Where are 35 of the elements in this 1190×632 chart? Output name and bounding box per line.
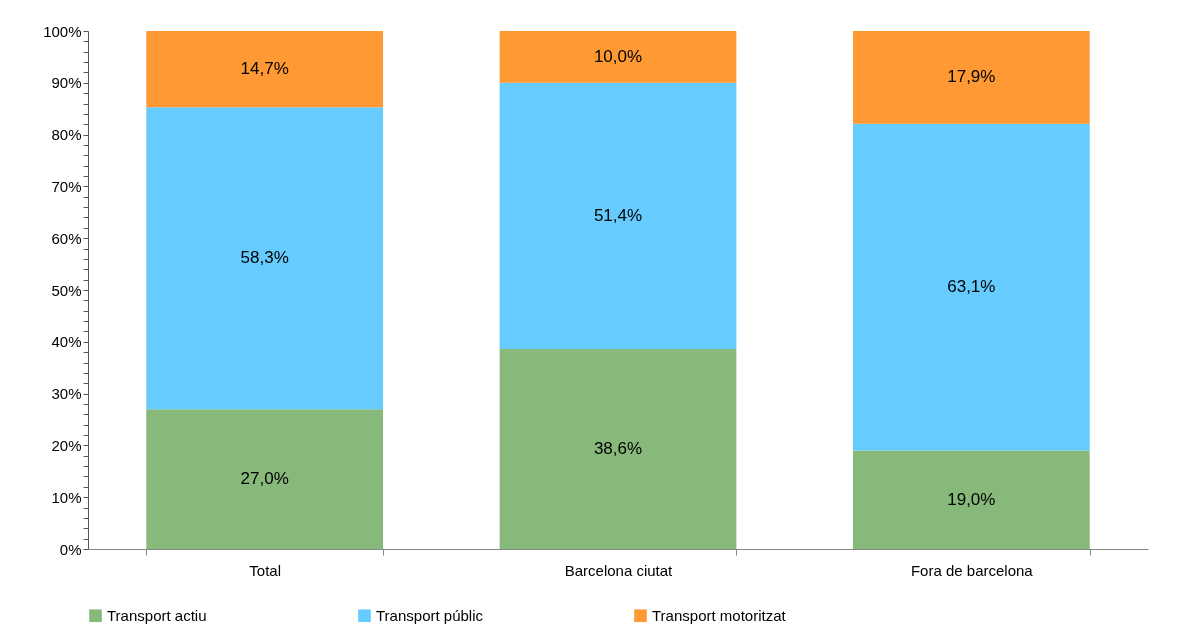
y-tick-label: 90% (51, 74, 82, 92)
y-tick-label: 10% (51, 488, 82, 506)
data-label: 17,9% (947, 67, 996, 87)
legend-label: Transport públic (376, 606, 484, 624)
y-tick-label: 70% (51, 177, 82, 195)
bar (499, 31, 737, 83)
data-label: 58,3% (240, 248, 289, 268)
bar (499, 82, 737, 350)
x-tick-label: Fora de barcelona (910, 561, 1034, 579)
bar (146, 409, 384, 549)
y-tick-label: 30% (51, 385, 82, 403)
bar (852, 31, 1090, 124)
data-label: 27,0% (240, 469, 289, 489)
y-tick-label: 20% (51, 436, 82, 454)
data-label: 38,6% (593, 439, 643, 459)
y-tick-label: 60% (51, 229, 82, 247)
x-tick-label: Barcelona ciutat (564, 561, 674, 579)
y-tick-label: 100% (43, 22, 82, 40)
y-tick-label: 80% (51, 126, 82, 144)
data-label: 14,7% (240, 59, 289, 79)
bar (146, 31, 384, 108)
y-tick-label: 40% (51, 333, 82, 351)
data-label: 10,0% (593, 46, 643, 66)
bar (499, 349, 737, 549)
legend-label: Transport motoritzat (652, 606, 787, 624)
data-label: 19,0% (947, 489, 996, 509)
data-label: 51,4% (593, 205, 643, 225)
x-tick-label: Total (249, 561, 282, 579)
bar (852, 450, 1090, 549)
data-label: 63,1% (947, 277, 996, 297)
legend-label: Transport actiu (107, 606, 207, 624)
y-tick-label: 0% (59, 540, 82, 558)
bar (852, 123, 1090, 451)
bar (146, 107, 384, 410)
y-tick-label: 50% (51, 281, 82, 299)
